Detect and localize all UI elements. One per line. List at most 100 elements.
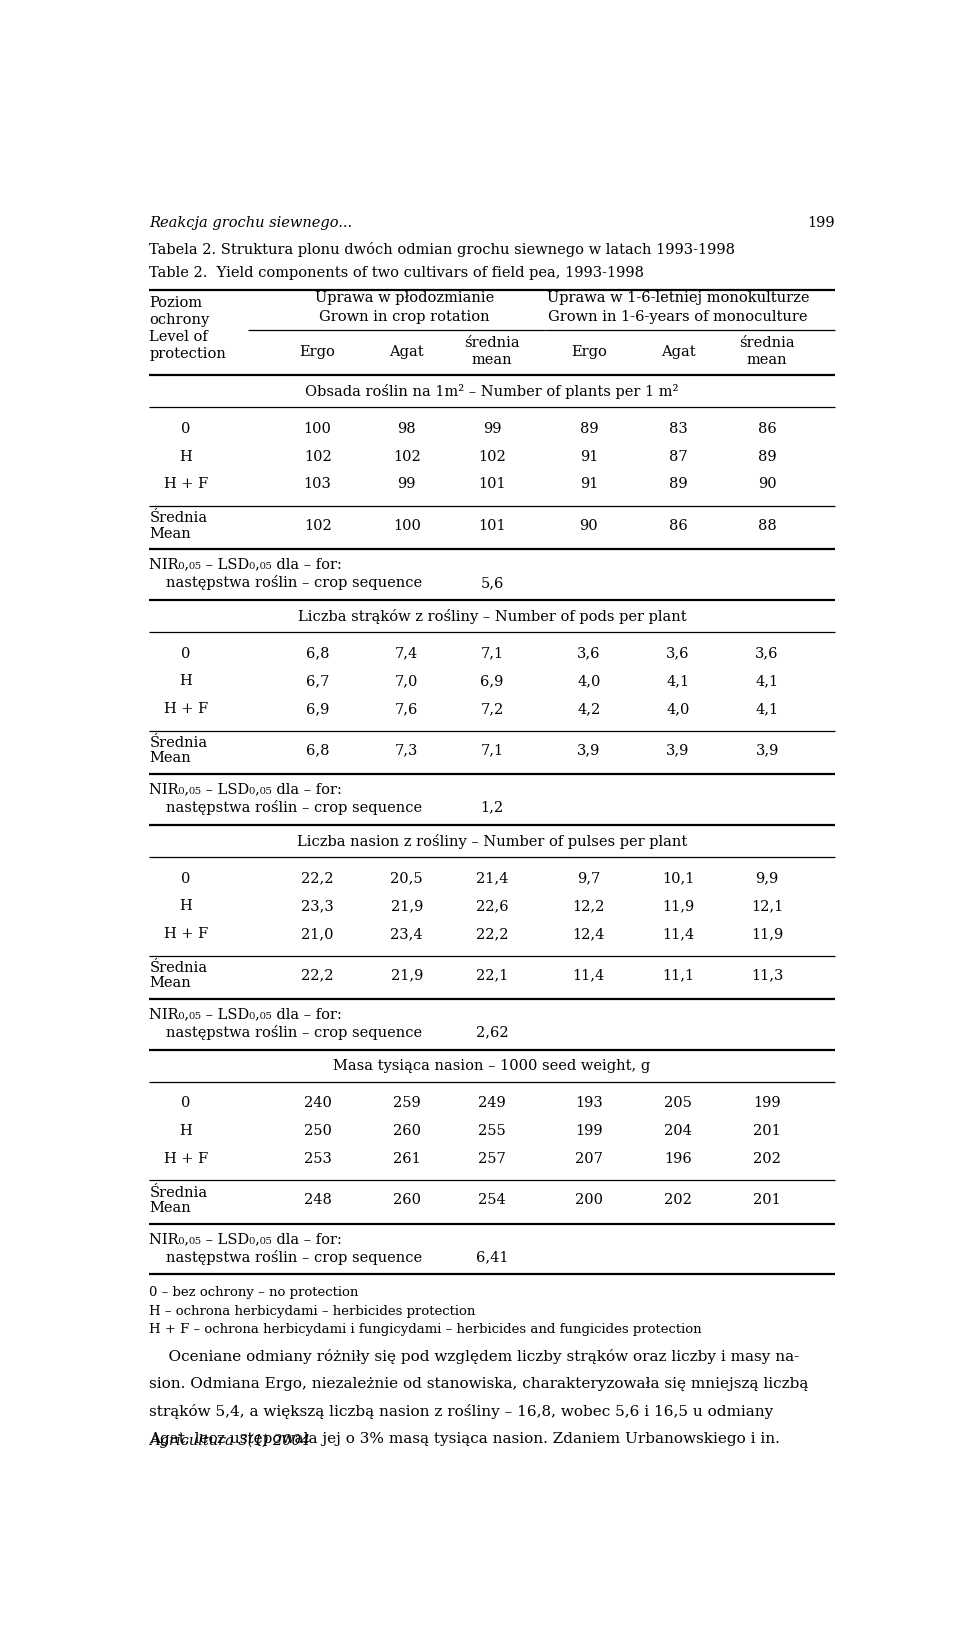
Text: 6,9: 6,9 — [480, 675, 504, 688]
Text: 100: 100 — [393, 519, 420, 532]
Text: 91: 91 — [580, 478, 598, 491]
Text: Uprawa w 1-6-letniej monokulturze: Uprawa w 1-6-letniej monokulturze — [547, 291, 809, 306]
Text: sion. Odmiana Ergo, niezależnie od stanowiska, charakteryzowała się mniejszą lic: sion. Odmiana Ergo, niezależnie od stano… — [150, 1377, 809, 1390]
Text: Średnia: Średnia — [150, 511, 207, 526]
Text: 248: 248 — [303, 1193, 331, 1208]
Text: 0: 0 — [181, 871, 191, 886]
Text: Ergo: Ergo — [571, 345, 607, 358]
Text: 7,3: 7,3 — [396, 744, 419, 757]
Text: 11,1: 11,1 — [662, 969, 694, 983]
Text: 3,6: 3,6 — [756, 647, 779, 660]
Text: Poziom: Poziom — [150, 296, 203, 311]
Text: 193: 193 — [575, 1096, 603, 1111]
Text: Grown in crop rotation: Grown in crop rotation — [319, 309, 490, 324]
Text: Liczba strąków z rośliny – Number of pods per plant: Liczba strąków z rośliny – Number of pod… — [298, 610, 686, 624]
Text: 11,4: 11,4 — [573, 969, 605, 983]
Text: Agricultura 3(1) 2004: Agricultura 3(1) 2004 — [150, 1433, 311, 1447]
Text: 0: 0 — [181, 1096, 191, 1111]
Text: Obsada roślin na 1m² – Number of plants per 1 m²: Obsada roślin na 1m² – Number of plants … — [305, 384, 679, 399]
Text: 3,9: 3,9 — [756, 744, 779, 757]
Text: NIR₀,₀₅ – LSD₀,₀₅ dla – for:: NIR₀,₀₅ – LSD₀,₀₅ dla – for: — [150, 1232, 343, 1245]
Text: Oceniane odmiany różniły się pod względem liczby strąków oraz liczby i masy na-: Oceniane odmiany różniły się pod względe… — [150, 1349, 800, 1364]
Text: 255: 255 — [478, 1124, 506, 1139]
Text: protection: protection — [150, 347, 227, 361]
Text: Reakcja grochu siewnego...: Reakcja grochu siewnego... — [150, 215, 352, 230]
Text: 21,4: 21,4 — [476, 871, 508, 886]
Text: 83: 83 — [668, 422, 687, 435]
Text: Mean: Mean — [150, 1201, 191, 1216]
Text: 22,2: 22,2 — [301, 871, 334, 886]
Text: H: H — [180, 675, 192, 688]
Text: 7,2: 7,2 — [480, 702, 504, 716]
Text: 199: 199 — [575, 1124, 603, 1139]
Text: 22,1: 22,1 — [476, 969, 508, 983]
Text: 22,6: 22,6 — [476, 899, 508, 914]
Text: 3,9: 3,9 — [666, 744, 689, 757]
Text: 23,4: 23,4 — [391, 927, 423, 941]
Text: 89: 89 — [580, 422, 598, 435]
Text: H + F – ochrona herbicydami i fungicydami – herbicides and fungicides protection: H + F – ochrona herbicydami i fungicydam… — [150, 1323, 702, 1336]
Text: 11,4: 11,4 — [661, 927, 694, 941]
Text: 7,0: 7,0 — [396, 675, 419, 688]
Text: 100: 100 — [303, 422, 331, 435]
Text: NIR₀,₀₅ – LSD₀,₀₅ dla – for:: NIR₀,₀₅ – LSD₀,₀₅ dla – for: — [150, 782, 343, 797]
Text: 6,9: 6,9 — [306, 702, 329, 716]
Text: Masa tysiąca nasion – 1000 seed weight, g: Masa tysiąca nasion – 1000 seed weight, … — [333, 1060, 651, 1073]
Text: 86: 86 — [757, 422, 777, 435]
Text: 21,9: 21,9 — [391, 899, 423, 914]
Text: 4,0: 4,0 — [577, 675, 601, 688]
Text: Mean: Mean — [150, 751, 191, 766]
Text: 11,3: 11,3 — [751, 969, 783, 983]
Text: 99: 99 — [483, 422, 501, 435]
Text: 12,2: 12,2 — [573, 899, 605, 914]
Text: 7,1: 7,1 — [480, 744, 504, 757]
Text: 102: 102 — [478, 450, 506, 463]
Text: następstwa roślin – crop sequence: następstwa roślin – crop sequence — [166, 1025, 422, 1040]
Text: 250: 250 — [303, 1124, 331, 1139]
Text: Agat: Agat — [660, 345, 695, 358]
Text: 102: 102 — [303, 450, 331, 463]
Text: 204: 204 — [664, 1124, 692, 1139]
Text: 101: 101 — [478, 478, 506, 491]
Text: 99: 99 — [397, 478, 416, 491]
Text: 199: 199 — [754, 1096, 780, 1111]
Text: Średnia: Średnia — [150, 1186, 207, 1199]
Text: 98: 98 — [397, 422, 416, 435]
Text: 6,41: 6,41 — [476, 1250, 508, 1265]
Text: 22,2: 22,2 — [301, 969, 334, 983]
Text: 102: 102 — [303, 519, 331, 532]
Text: następstwa roślin – crop sequence: następstwa roślin – crop sequence — [166, 800, 422, 815]
Text: 103: 103 — [303, 478, 331, 491]
Text: H + F: H + F — [164, 702, 208, 716]
Text: 240: 240 — [303, 1096, 331, 1111]
Text: 253: 253 — [303, 1152, 331, 1167]
Text: 3,6: 3,6 — [666, 647, 689, 660]
Text: 6,8: 6,8 — [306, 744, 329, 757]
Text: 4,2: 4,2 — [577, 702, 601, 716]
Text: następstwa roślin – crop sequence: następstwa roślin – crop sequence — [166, 575, 422, 590]
Text: 90: 90 — [580, 519, 598, 532]
Text: 261: 261 — [393, 1152, 420, 1167]
Text: 2,62: 2,62 — [476, 1025, 508, 1040]
Text: 23,3: 23,3 — [301, 899, 334, 914]
Text: 11,9: 11,9 — [751, 927, 783, 941]
Text: Liczba nasion z rośliny – Number of pulses per plant: Liczba nasion z rośliny – Number of puls… — [297, 835, 687, 849]
Text: 199: 199 — [807, 215, 834, 230]
Text: 257: 257 — [478, 1152, 506, 1167]
Text: Level of: Level of — [150, 330, 208, 345]
Text: 12,4: 12,4 — [573, 927, 605, 941]
Text: 91: 91 — [580, 450, 598, 463]
Text: 4,1: 4,1 — [666, 675, 689, 688]
Text: Średnia: Średnia — [150, 736, 207, 751]
Text: 3,9: 3,9 — [577, 744, 601, 757]
Text: H – ochrona herbicydami – herbicides protection: H – ochrona herbicydami – herbicides pro… — [150, 1305, 476, 1318]
Text: 200: 200 — [575, 1193, 603, 1208]
Text: 90: 90 — [757, 478, 777, 491]
Text: 89: 89 — [757, 450, 777, 463]
Text: Mean: Mean — [150, 527, 191, 541]
Text: 0: 0 — [181, 647, 191, 660]
Text: 0: 0 — [181, 422, 191, 435]
Text: 102: 102 — [393, 450, 420, 463]
Text: 201: 201 — [754, 1193, 781, 1208]
Text: H + F: H + F — [164, 1152, 208, 1167]
